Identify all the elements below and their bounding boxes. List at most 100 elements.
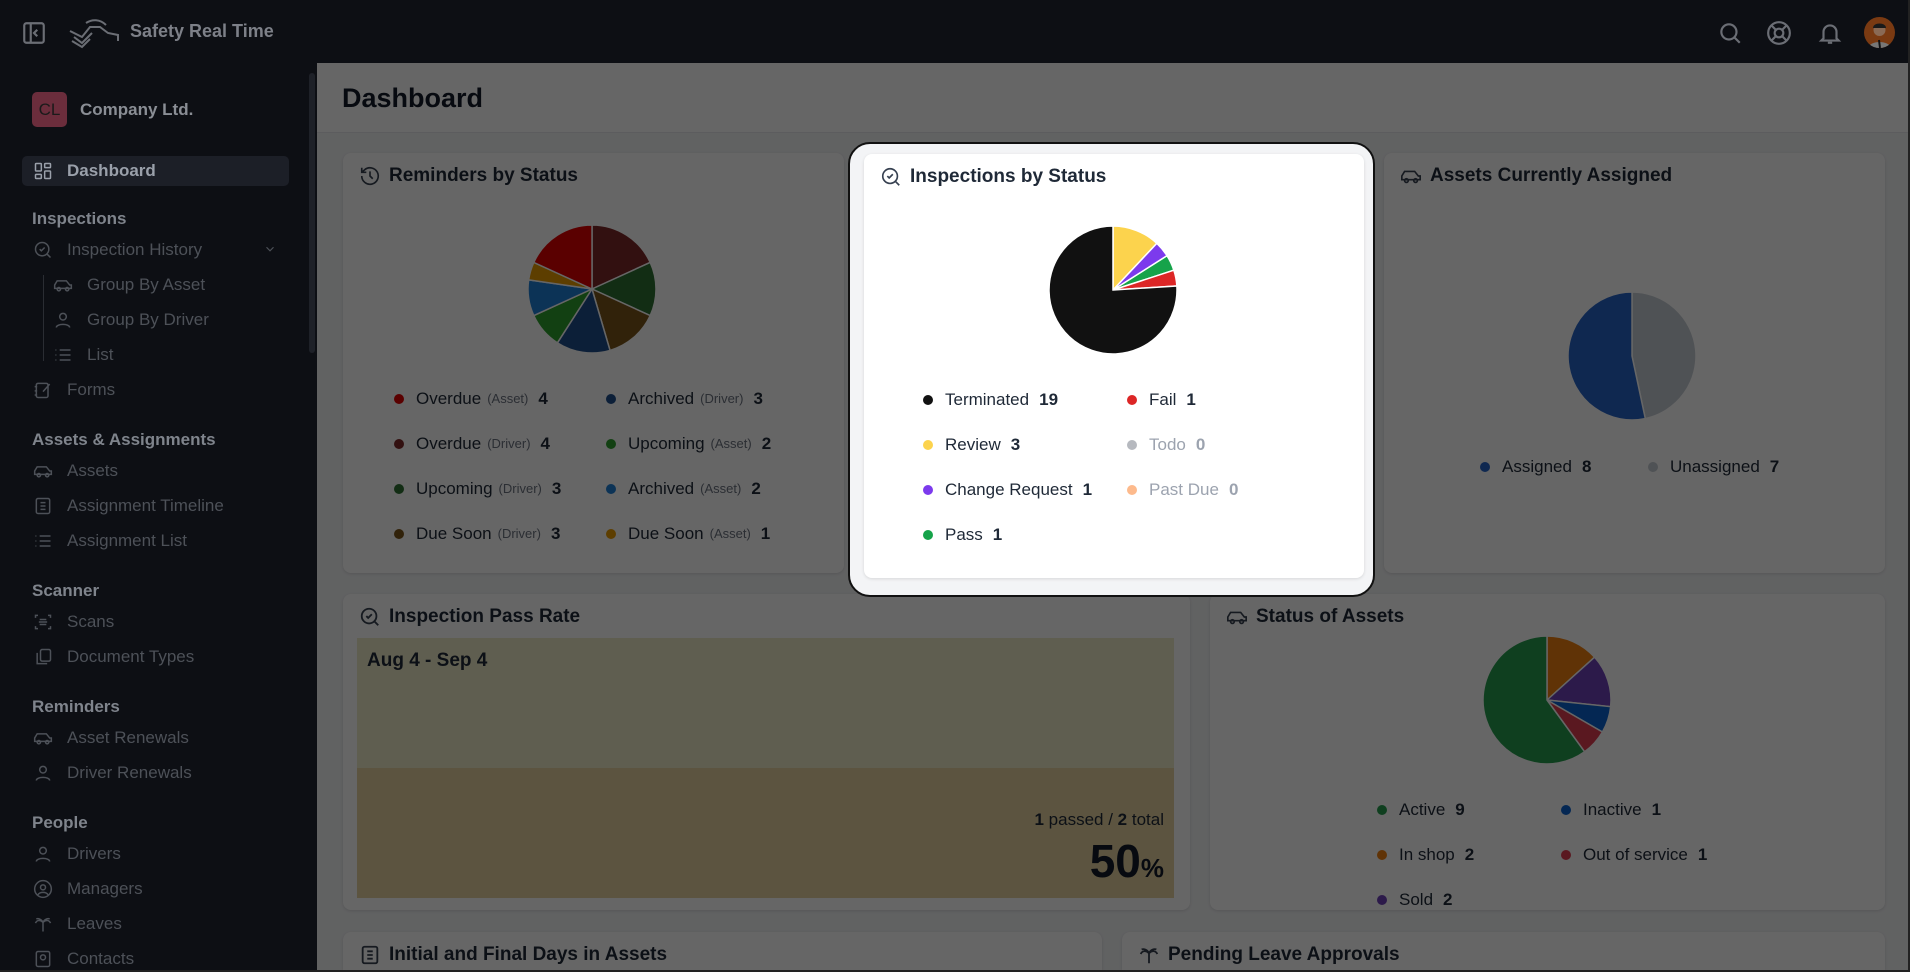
sidebar-item-contacts[interactable]: Contacts [22, 941, 289, 970]
sidebar-item-label: Contacts [67, 948, 135, 968]
inspections-by-status-card[interactable]: Inspections by Status Terminated 19 Fail 1 Re… [864, 154, 1364, 578]
legend-item[interactable]: Inactive 1 [1561, 787, 1707, 832]
nav-section-reminders: Reminders [32, 697, 120, 716]
legend-item[interactable]: Change Request 1 [923, 467, 1132, 512]
legend-value: 1 [1082, 479, 1093, 499]
legend-item[interactable]: Fail 1 [1127, 377, 1238, 422]
reminders-pie-chart[interactable] [522, 219, 662, 359]
pie-slice-due-soon-driver-[interactable] [590, 287, 652, 352]
pie-slice-terminated[interactable] [1048, 225, 1178, 355]
card-title-text: Reminders by Status [389, 165, 578, 186]
sidebar-item-scans[interactable]: Scans [22, 604, 289, 639]
sidebar-item-managers[interactable]: Managers [22, 871, 289, 906]
sidebar-item-assignment-list[interactable]: Assignment List [22, 523, 289, 558]
legend-item[interactable]: Due Soon (Asset) 1 [606, 511, 771, 556]
pass-rate-panel[interactable]: Aug 4 - Sep 4 1 passed / 2 total 50% [357, 638, 1174, 898]
legend-item[interactable]: Pass 1 [923, 512, 1132, 557]
legend-dot [394, 483, 404, 494]
car-icon [53, 279, 73, 292]
sidebar-nav: Dashboard Inspections Inspection History Gr… [22, 156, 289, 970]
legend-item[interactable]: Active 9 [1377, 787, 1566, 832]
history-icon [360, 167, 380, 186]
sidebar-item-leaves[interactable]: Leaves [22, 906, 289, 941]
chart-legend: Terminated 19 Fail 1 Review 3 Todo 0 Change Requ… [923, 377, 1239, 557]
sidebar-item-asset-renewals[interactable]: Asset Renewals [22, 720, 289, 755]
pie-slice-overdue-asset-[interactable] [532, 224, 593, 291]
legend-label: Todo [1149, 434, 1186, 454]
sidebar-item-assets[interactable]: Assets [22, 453, 289, 488]
sidebar-item-driver-renewals[interactable]: Driver Renewals [22, 755, 289, 790]
avatar[interactable] [1864, 17, 1895, 48]
pie-slice-active[interactable] [1482, 635, 1586, 765]
sidebar-item-label: Document Types [67, 646, 195, 666]
search-icon[interactable] [1717, 20, 1743, 46]
card-title-text: Assets Currently Assigned [1430, 165, 1673, 186]
company-switcher[interactable]: CL Company Ltd. [32, 92, 193, 127]
pass-rate-fill [357, 768, 1174, 898]
pie-slice-overdue-driver-[interactable] [591, 224, 652, 291]
legend-label: Pass [945, 524, 983, 544]
top-bar: Safety Real Time [0, 0, 1908, 63]
pie-slice-assigned[interactable] [1567, 291, 1647, 421]
logo [69, 19, 119, 49]
search-check-icon [360, 607, 379, 626]
legend-item[interactable]: Review 3 [923, 422, 1132, 467]
sidebar-item-label: List [87, 344, 114, 364]
legend-value: 0 [1228, 479, 1239, 499]
page-title: Dashboard [342, 83, 484, 113]
legend-item[interactable]: Archived (Asset) 2 [606, 466, 771, 511]
legend-dot [1480, 461, 1490, 472]
card-title: Assets Currently Assigned [1400, 165, 1672, 187]
assets-pie-chart[interactable] [1562, 286, 1702, 426]
legend-label: Out of service [1583, 844, 1688, 864]
legend-item[interactable]: Upcoming (Asset) 2 [606, 421, 771, 466]
legend-item[interactable]: Todo 0 [1127, 422, 1238, 467]
legend-dot [606, 438, 616, 449]
palm-tree-icon [1139, 948, 1159, 964]
legend-item[interactable]: Archived (Driver) 3 [606, 376, 771, 421]
sidebar-item-dashboard[interactable]: Dashboard [22, 156, 289, 186]
legend-item[interactable]: Sold 2 [1377, 877, 1566, 922]
bell-icon[interactable] [1817, 20, 1843, 46]
help-lifebuoy-icon[interactable] [1766, 20, 1792, 46]
sidebar-item-group-by-driver[interactable]: Group By Driver [22, 302, 289, 337]
sidebar-item-label: Assignment List [67, 530, 187, 550]
sidebar-toggle-icon[interactable] [21, 20, 47, 46]
legend-item[interactable]: Terminated 19 [923, 377, 1132, 422]
chevron-down-icon[interactable] [263, 242, 277, 256]
legend-value: 7 [1769, 456, 1780, 476]
legend-dot [1377, 804, 1387, 815]
legend-item[interactable]: Assigned 8 [1480, 444, 1653, 489]
sidebar-item-label: Group By Asset [87, 274, 206, 294]
legend-item[interactable]: Unassigned 7 [1648, 444, 1780, 489]
pie-slice-unassigned[interactable] [1631, 291, 1697, 420]
pie-slice-sold[interactable] [1545, 656, 1612, 708]
legend-value: 1 [1186, 389, 1196, 409]
sidebar-item-assignment-timeline[interactable]: Assignment Timeline [22, 488, 289, 523]
legend-item[interactable]: Out of service 1 [1561, 832, 1708, 877]
pie-slice-upcoming-driver-[interactable] [590, 261, 657, 317]
card-title: Inspections by Status [880, 166, 1106, 188]
sidebar-scrollbar[interactable] [309, 73, 315, 353]
legend-value: 1 [1697, 844, 1708, 864]
sidebar-item-forms[interactable]: Forms [22, 372, 289, 407]
status-pie-chart[interactable] [1477, 630, 1617, 770]
legend-label: Active [1399, 799, 1446, 819]
sidebar-item-group-by-asset[interactable]: Group By Asset [22, 267, 289, 302]
legend-item[interactable]: Past Due 0 [1127, 467, 1239, 512]
sidebar-item-list[interactable]: List [22, 337, 289, 372]
legend-item[interactable]: Due Soon (Driver) 3 [394, 511, 611, 556]
inspections-pie-chart[interactable] [1043, 220, 1183, 360]
legend-item[interactable]: Overdue (Driver) 4 [394, 421, 611, 466]
palm-icon [34, 917, 52, 931]
sidebar-item-drivers[interactable]: Drivers [22, 836, 289, 871]
legend-item[interactable]: Upcoming (Driver) 3 [394, 466, 611, 511]
legend-dot [923, 484, 933, 495]
legend-item[interactable]: Overdue (Asset) 4 [394, 376, 611, 421]
legend-value: 0 [1195, 434, 1206, 454]
pie-slice-in-shop[interactable] [1546, 635, 1596, 702]
pie-slice-archived-driver-[interactable] [556, 287, 611, 354]
legend-item[interactable]: In shop 2 [1377, 832, 1566, 877]
sidebar-item-inspection-history[interactable]: Inspection History [22, 232, 289, 267]
sidebar-item-document-types[interactable]: Document Types [22, 639, 289, 674]
